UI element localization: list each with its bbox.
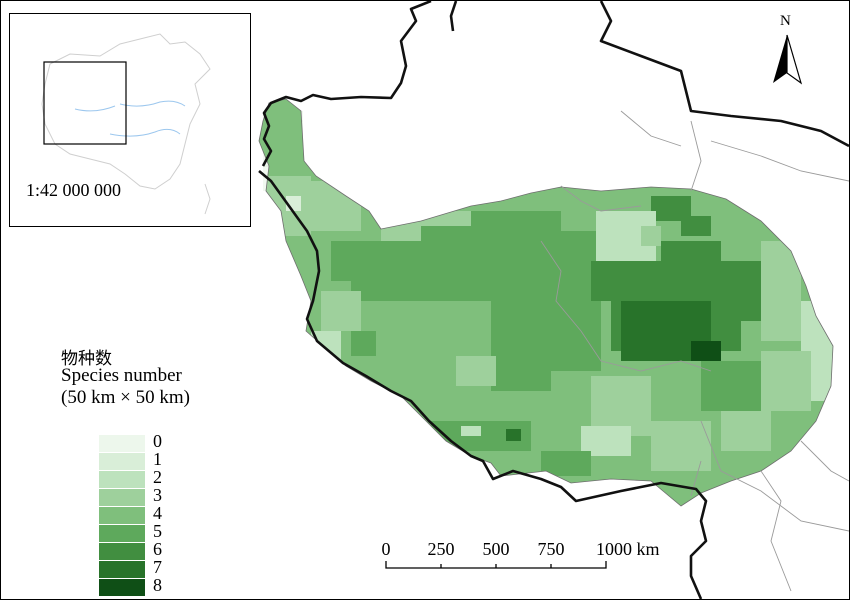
scale-tick-label: 750 [537, 539, 565, 559]
scale-bar: 0 250 500 750 1000 km [371, 539, 671, 579]
legend-title-cn: 物种数 [61, 349, 112, 369]
species-raster [259, 99, 833, 506]
province-boundaries [540, 110, 849, 592]
legend-label: 4 [153, 503, 162, 523]
inset-map: 1:42 000 000 [9, 13, 251, 227]
legend-title-en: Species number [61, 365, 182, 386]
legend-swatch [99, 489, 145, 506]
legend-swatch [99, 525, 145, 542]
legend-label: 1 [153, 449, 162, 469]
inset-china-outline [41, 33, 211, 215]
legend-swatch [99, 435, 145, 452]
scale-tick-label: 1000 km [596, 539, 660, 559]
legend-label: 8 [153, 575, 162, 595]
legend-label: 3 [153, 485, 162, 505]
legend-label: 7 [153, 557, 162, 577]
legend-swatch [99, 561, 145, 578]
legend-label: 0 [153, 431, 162, 451]
legend-swatch [99, 507, 145, 524]
inset-study-area-box [43, 61, 127, 145]
inset-scale-text: 1:42 000 000 [26, 180, 122, 200]
north-label: N [780, 13, 791, 29]
legend-swatch [99, 453, 145, 470]
legend-label: 2 [153, 467, 162, 487]
legend-swatch [99, 579, 145, 596]
scale-tick-label: 0 [381, 539, 391, 559]
legend-subtitle: (50 km × 50 km) [61, 387, 190, 408]
legend-label: 5 [153, 521, 162, 541]
legend-swatch [99, 543, 145, 560]
national-borders [258, 1, 849, 599]
legend-label: 6 [153, 539, 162, 559]
scale-tick-label: 500 [482, 539, 510, 559]
north-arrow: N [767, 13, 807, 93]
legend: 物种数 Species number (50 km × 50 km) 0 1 2… [61, 344, 261, 599]
north-arrow-icon [773, 34, 803, 85]
scale-bar-line [385, 561, 607, 569]
scale-tick-label: 250 [427, 539, 455, 559]
legend-swatch [99, 471, 145, 488]
